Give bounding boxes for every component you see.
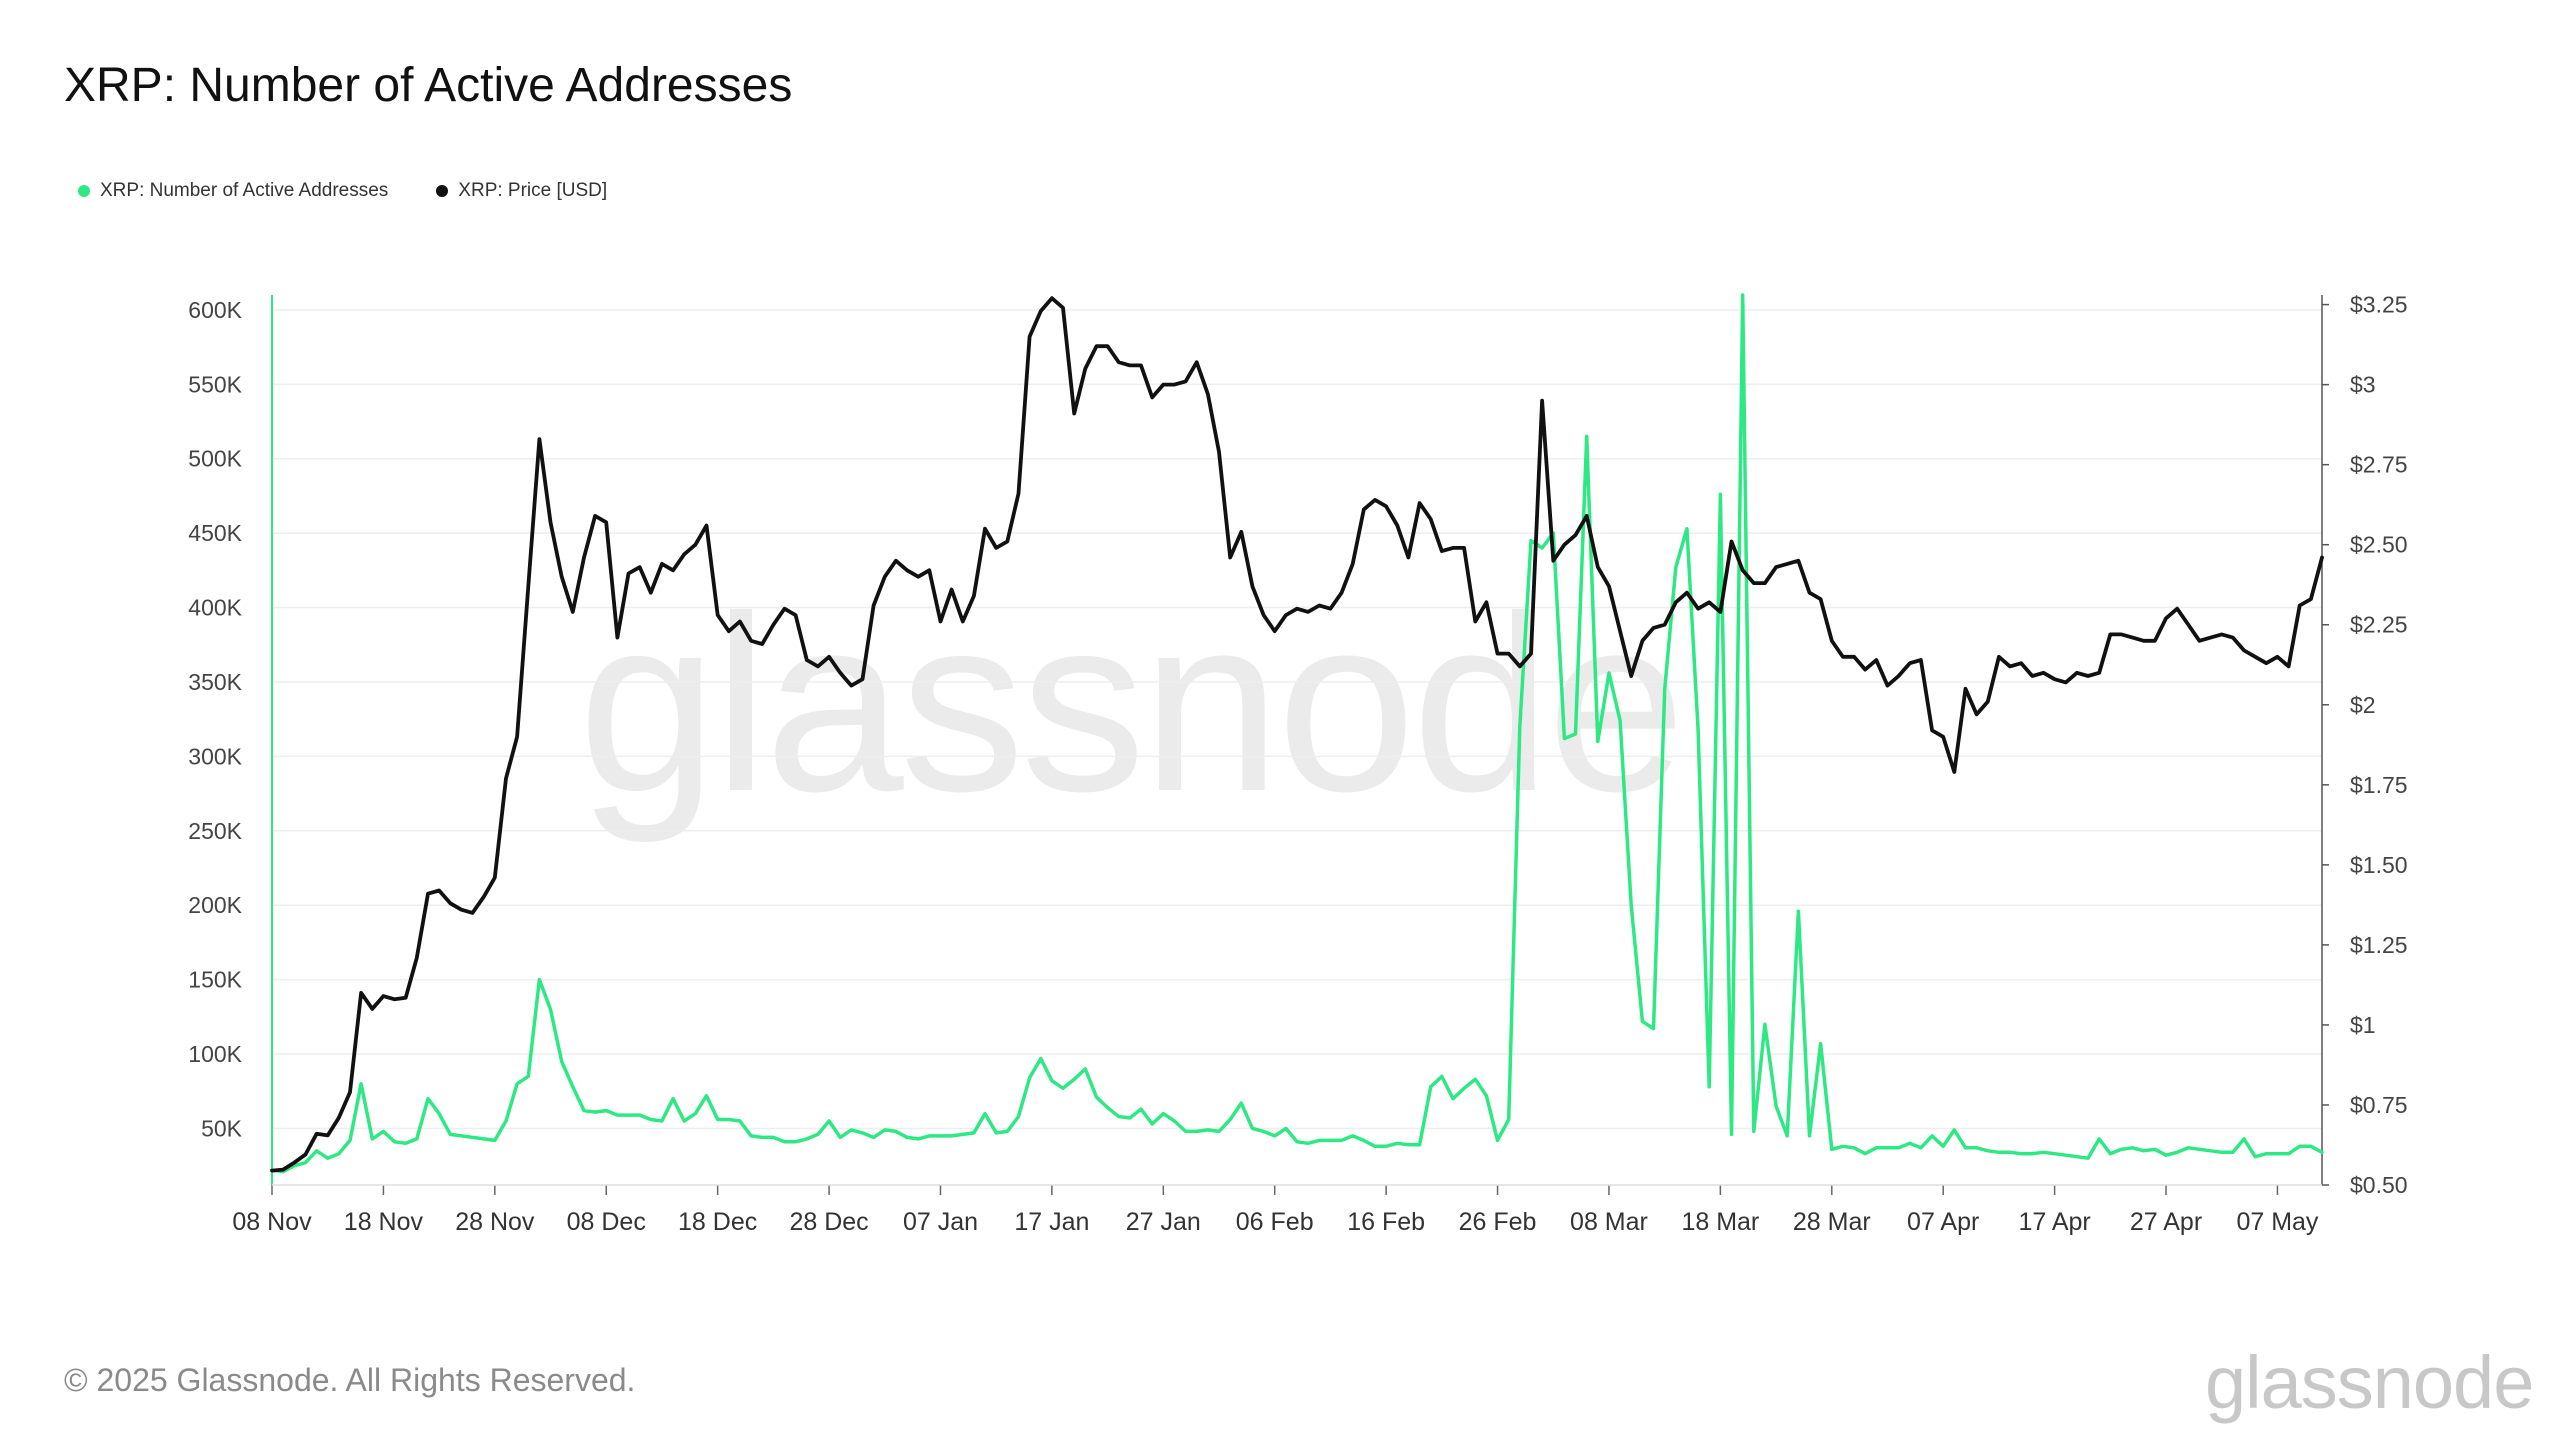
- y-left-tick-label: 400K: [188, 595, 242, 621]
- series-line-active-addresses: [270, 293, 2324, 1174]
- x-tick-label: 08 Nov: [232, 1208, 312, 1236]
- x-tick-label: 18 Nov: [344, 1208, 424, 1236]
- legend-item-active-addresses[interactable]: XRP: Number of Active Addresses: [78, 180, 388, 202]
- y-left-tick-label: 600K: [188, 297, 242, 323]
- x-tick-label: 07 Apr: [1907, 1208, 1979, 1236]
- y-left-tick-label: 350K: [188, 669, 242, 695]
- y-right-tick-label: $3: [2350, 372, 2376, 398]
- x-tick-label: 28 Mar: [1793, 1208, 1871, 1236]
- y-right-tick-label: $1: [2350, 1012, 2376, 1038]
- y-right-tick-label: $1.50: [2350, 852, 2408, 878]
- x-tick-label: 06 Feb: [1236, 1208, 1314, 1236]
- copyright-text: © 2025 Glassnode. All Rights Reserved.: [64, 1362, 636, 1398]
- legend-dot-active-addresses: [78, 185, 90, 197]
- x-tick-label: 16 Feb: [1347, 1208, 1425, 1236]
- x-tick-label: 08 Dec: [567, 1208, 646, 1236]
- x-tick-label: 18 Dec: [678, 1208, 757, 1236]
- glassnode-logo: glassnode: [2205, 1341, 2534, 1424]
- y-right-tick-label: $2.25: [2350, 612, 2408, 638]
- x-tick-label: 28 Dec: [789, 1208, 868, 1236]
- x-tick-label: 27 Jan: [1126, 1208, 1201, 1236]
- gridlines: [272, 309, 2322, 1130]
- x-tick-label: 07 Jan: [903, 1208, 978, 1236]
- legend-label-active-addresses: XRP: Number of Active Addresses: [100, 180, 389, 201]
- axes: [271, 295, 2329, 1195]
- x-tick-label: 27 Apr: [2130, 1208, 2202, 1236]
- y-right-tick-label: $0.75: [2350, 1092, 2408, 1118]
- legend-label-price: XRP: Price [USD]: [458, 180, 608, 201]
- tick-labels: 50K 100K 150K 200K 250K 300K 350K 400K 450K 500K 5…: [188, 292, 2407, 1236]
- y-left-tick-label: 250K: [188, 818, 242, 844]
- series-line-price: [270, 296, 2324, 1173]
- y-left-tick-label: 300K: [188, 743, 242, 769]
- y-left-tick-label: 100K: [188, 1041, 242, 1067]
- y-right-tick-label: $0.50: [2350, 1172, 2408, 1198]
- y-right-tick-label: $2.50: [2350, 532, 2408, 558]
- y-left-tick-label: 500K: [188, 446, 242, 472]
- chart-title: XRP: Number of Active Addresses: [64, 59, 793, 112]
- y-left-tick-label: 50K: [201, 1115, 243, 1141]
- legend: XRP: Number of Active Addresses XRP: Pri…: [78, 180, 607, 202]
- x-tick-label: 17 Apr: [2018, 1208, 2090, 1236]
- x-tick-label: 08 Mar: [1570, 1208, 1648, 1236]
- y-right-tick-label: $3.25: [2350, 292, 2408, 318]
- x-tick-label: 18 Mar: [1681, 1208, 1759, 1236]
- series: [270, 293, 2324, 1174]
- y-right-tick-label: $1.75: [2350, 772, 2408, 798]
- watermark-text: glassnode: [578, 564, 1682, 843]
- y-right-tick-label: $2: [2350, 692, 2376, 718]
- y-right-tick-label: $1.25: [2350, 932, 2408, 958]
- y-left-tick-label: 550K: [188, 371, 242, 397]
- y-right-tick-label: $2.75: [2350, 452, 2408, 478]
- legend-dot-price: [436, 185, 449, 197]
- x-tick-label: 17 Jan: [1014, 1208, 1089, 1236]
- x-tick-label: 28 Nov: [455, 1208, 535, 1236]
- x-tick-label: 07 May: [2236, 1208, 2318, 1236]
- x-tick-label: 26 Feb: [1459, 1208, 1537, 1236]
- y-left-tick-label: 200K: [188, 892, 242, 918]
- legend-item-price[interactable]: XRP: Price [USD]: [436, 180, 607, 202]
- y-left-tick-label: 150K: [188, 967, 242, 993]
- y-left-tick-label: 450K: [188, 520, 242, 546]
